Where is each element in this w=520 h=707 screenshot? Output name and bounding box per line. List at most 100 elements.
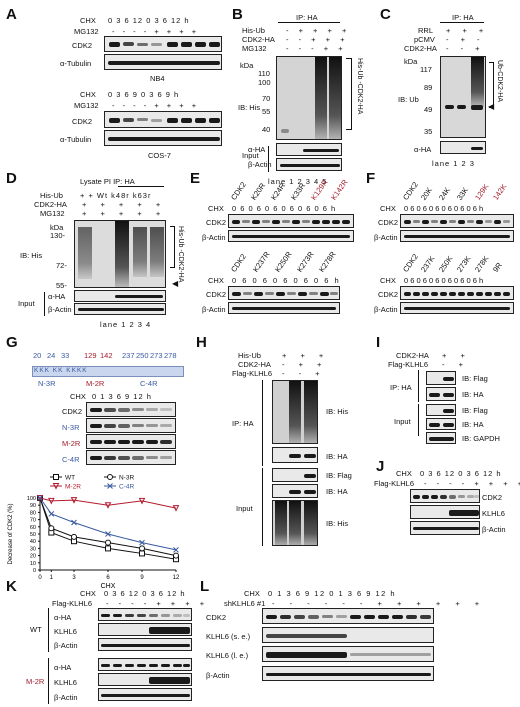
x-tick-label: 3 (72, 575, 76, 581)
blot-strip (86, 450, 176, 465)
row-label: CDK2 (482, 493, 503, 502)
panel-label: K (6, 578, 17, 595)
condition-values: - - - - + + + + (106, 599, 209, 608)
input-label: Input (18, 299, 35, 308)
y-axis-label: Decrease of CDK2 (%) (8, 503, 14, 564)
condition-label: His-Ub (242, 26, 265, 35)
blot-strip (104, 36, 222, 52)
ip-label: IP: HA (452, 13, 474, 22)
blot-strip (410, 489, 480, 503)
row-label: C-4R (62, 455, 80, 464)
condition-label: CDK2-HA (404, 44, 437, 53)
panel-label: F (366, 170, 376, 187)
y-tick-label: 70 (30, 518, 36, 524)
lane-numbers: lane 1 2 3 4 5 (268, 177, 328, 186)
panel-label: J (376, 458, 385, 475)
triangle-marker: ◀ (488, 102, 495, 111)
chart-legend: WT N-3R M-2R C-4R (50, 474, 134, 491)
bracket-label: His-Ub -CDK2-HA (356, 58, 363, 115)
series-line (39, 497, 177, 551)
data-point (105, 531, 111, 537)
lane-numbers: lane 1 2 3 4 (100, 320, 152, 329)
ib-label: IB: GAPDH (462, 434, 500, 443)
column-label: 237K (419, 254, 437, 274)
condition-label: CDK2-HA (396, 351, 429, 360)
site-number: 24 (47, 351, 56, 360)
row-label: CDK2 (378, 218, 399, 227)
x-tick-label: 9 (140, 575, 144, 581)
blot-strip (74, 303, 166, 315)
condition-label: CHX (208, 204, 224, 213)
condition-values: 0 6 0 6 0 6 0 6 0 6 0 6 h (232, 204, 337, 213)
row-label: β-Actin (54, 693, 78, 702)
condition-label: Flag-KLHL6 (388, 360, 429, 369)
site-number: 237 (122, 351, 135, 360)
site-number: 273 (150, 351, 163, 360)
condition-label: pCMV (414, 35, 435, 44)
row-label: β-Actin (206, 671, 230, 680)
data-point (71, 533, 77, 540)
data-point (139, 539, 145, 546)
row-label: KLHL6 (s. e.) (206, 632, 251, 641)
site-number: 129 (84, 351, 97, 360)
blot-strip (276, 158, 342, 171)
blot-strip (410, 521, 480, 535)
input-label: Input (394, 417, 411, 426)
condition-label: CHX (244, 589, 260, 598)
blot-strip (440, 141, 486, 154)
cell-line-label: COS-7 (148, 151, 171, 160)
blot-strip (426, 371, 456, 385)
column-label: 24K (437, 185, 453, 202)
ib-label: IB: Ub (398, 95, 419, 104)
protein-bar (32, 366, 184, 377)
blot-strip (262, 646, 434, 662)
group-label: WT (30, 625, 42, 634)
blot-strip (98, 688, 192, 701)
row-label: M-2R (62, 439, 81, 448)
row-label: CDK2 (206, 218, 227, 227)
blot-strip (400, 302, 514, 314)
condition-values: - - - + + (286, 44, 347, 53)
blot-strip (98, 638, 192, 651)
x-tick-label: 12 (173, 575, 180, 581)
row-label: CDK2 (206, 290, 227, 299)
row-label: β-Actin (54, 641, 78, 650)
condition-values: 0 1 3 6 9 12 h (92, 392, 152, 401)
mw-marker: 49 (424, 105, 433, 114)
mw-marker: 55 (262, 107, 271, 116)
column-label: K250R (273, 249, 294, 274)
condition-label: CHX (380, 276, 396, 285)
lane-numbers: lane 1 2 3 (432, 159, 475, 168)
group-label: C-4R (140, 379, 158, 388)
column-label: 250K (437, 254, 455, 274)
column-label: CDK2 (229, 252, 248, 274)
blot-strip (426, 387, 456, 401)
row-label: α-HA (48, 292, 66, 301)
mw-marker: 130- (50, 231, 66, 240)
data-point (139, 550, 145, 557)
condition-label: RRL (418, 26, 434, 35)
x-tick-label: 0 (38, 575, 42, 581)
blot-strip (228, 286, 340, 300)
row-label: CDK2 (72, 117, 93, 126)
panel-label: G (6, 334, 18, 351)
mw-marker: 70 (262, 94, 271, 103)
condition-values: + + (442, 351, 471, 360)
condition-label: His-Ub (238, 351, 261, 360)
legend-label: WT (65, 475, 75, 482)
condition-values: 0 3 6 12 0 3 6 12 h (104, 589, 186, 598)
blot-strip (98, 623, 192, 636)
condition-values: - - + + + (286, 35, 349, 44)
column-label: CDK2 (229, 180, 248, 202)
data-point (138, 497, 146, 505)
ib-label: IB: HA (462, 420, 484, 429)
data-point (104, 502, 112, 509)
panel-label: H (196, 334, 207, 351)
blot-strip (228, 302, 340, 314)
blot-strip (440, 56, 486, 138)
data-point (36, 495, 44, 502)
row-label: α-HA (248, 145, 266, 154)
row-label: β-Actin (48, 305, 72, 314)
condition-values: + + + + + (82, 209, 167, 218)
